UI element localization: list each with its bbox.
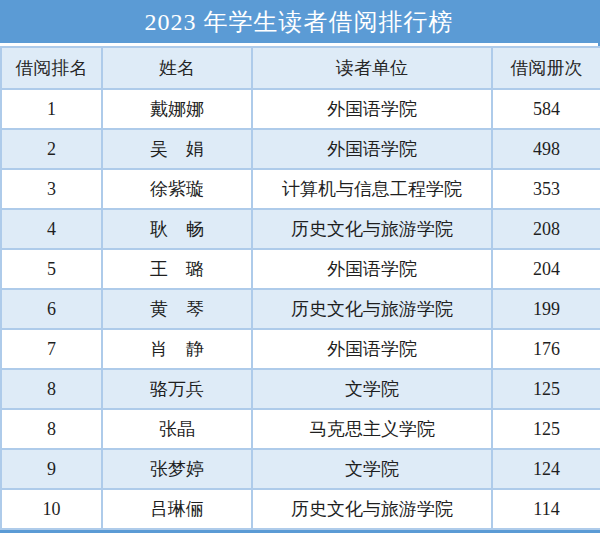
table-row: 8张晶马克思主义学院125	[1, 409, 600, 449]
table-cell-name: 肖 静	[102, 329, 252, 369]
table-cell-name: 徐紫璇	[102, 169, 252, 209]
table-cell-rank: 8	[1, 409, 102, 449]
ranking-table-panel: 2023 年学生读者借阅排行榜 借阅排名 姓名 读者单位 借阅册次 1戴娜娜外国…	[0, 0, 600, 533]
table-cell-name: 骆万兵	[102, 369, 252, 409]
table-body: 1戴娜娜外国语学院5842吴 娟外国语学院4983徐紫璇计算机与信息工程学院35…	[1, 89, 600, 529]
table-cell-unit: 外国语学院	[252, 129, 492, 169]
table-cell-unit: 文学院	[252, 369, 492, 409]
table-row: 3徐紫璇计算机与信息工程学院353	[1, 169, 600, 209]
table-cell-count: 208	[492, 209, 600, 249]
header-cell-unit: 读者单位	[252, 47, 492, 89]
table-row: 10吕琳俪历史文化与旅游学院114	[1, 489, 600, 529]
table-cell-unit: 马克思主义学院	[252, 409, 492, 449]
header-row: 借阅排名 姓名 读者单位 借阅册次	[1, 47, 600, 89]
table-cell-rank: 1	[1, 89, 102, 129]
table-cell-count: 584	[492, 89, 600, 129]
table-cell-name: 吴 娟	[102, 129, 252, 169]
table-row: 9张梦婷文学院124	[1, 449, 600, 489]
table-cell-name: 吕琳俪	[102, 489, 252, 529]
table-row: 5王 璐外国语学院204	[1, 249, 600, 289]
table-cell-unit: 外国语学院	[252, 249, 492, 289]
table-cell-name: 耿 畅	[102, 209, 252, 249]
table-cell-unit: 历史文化与旅游学院	[252, 489, 492, 529]
table-cell-unit: 外国语学院	[252, 329, 492, 369]
table-cell-rank: 3	[1, 169, 102, 209]
table-cell-count: 498	[492, 129, 600, 169]
table-cell-unit: 外国语学院	[252, 89, 492, 129]
table-cell-unit: 文学院	[252, 449, 492, 489]
table-row: 2吴 娟外国语学院498	[1, 129, 600, 169]
table-cell-rank: 8	[1, 369, 102, 409]
table-cell-unit: 计算机与信息工程学院	[252, 169, 492, 209]
header-cell-name: 姓名	[102, 47, 252, 89]
table-cell-unit: 历史文化与旅游学院	[252, 289, 492, 329]
table-cell-count: 114	[492, 489, 600, 529]
table-cell-rank: 2	[1, 129, 102, 169]
table-row: 1戴娜娜外国语学院584	[1, 89, 600, 129]
table-cell-name: 王 璐	[102, 249, 252, 289]
table-cell-count: 353	[492, 169, 600, 209]
table-cell-unit: 历史文化与旅游学院	[252, 209, 492, 249]
table-cell-name: 张梦婷	[102, 449, 252, 489]
header-cell-count: 借阅册次	[492, 47, 600, 89]
table-cell-rank: 6	[1, 289, 102, 329]
header-cell-rank: 借阅排名	[1, 47, 102, 89]
table-cell-rank: 10	[1, 489, 102, 529]
table-cell-rank: 9	[1, 449, 102, 489]
table-row: 4耿 畅历史文化与旅游学院208	[1, 209, 600, 249]
table-cell-name: 戴娜娜	[102, 89, 252, 129]
table-area: 借阅排名 姓名 读者单位 借阅册次 1戴娜娜外国语学院5842吴 娟外国语学院4…	[0, 46, 598, 530]
table-cell-count: 204	[492, 249, 600, 289]
page-title: 2023 年学生读者借阅排行榜	[145, 10, 454, 34]
table-cell-name: 黄 琴	[102, 289, 252, 329]
table-cell-rank: 5	[1, 249, 102, 289]
table-cell-name: 张晶	[102, 409, 252, 449]
ranking-table: 借阅排名 姓名 读者单位 借阅册次 1戴娜娜外国语学院5842吴 娟外国语学院4…	[0, 46, 600, 530]
table-cell-rank: 4	[1, 209, 102, 249]
title-bar: 2023 年学生读者借阅排行榜	[0, 0, 598, 46]
table-row: 6黄 琴历史文化与旅游学院199	[1, 289, 600, 329]
table-cell-rank: 7	[1, 329, 102, 369]
table-row: 7肖 静外国语学院176	[1, 329, 600, 369]
table-cell-count: 125	[492, 369, 600, 409]
table-row: 8骆万兵文学院125	[1, 369, 600, 409]
table-cell-count: 124	[492, 449, 600, 489]
table-cell-count: 125	[492, 409, 600, 449]
table-cell-count: 176	[492, 329, 600, 369]
table-cell-count: 199	[492, 289, 600, 329]
